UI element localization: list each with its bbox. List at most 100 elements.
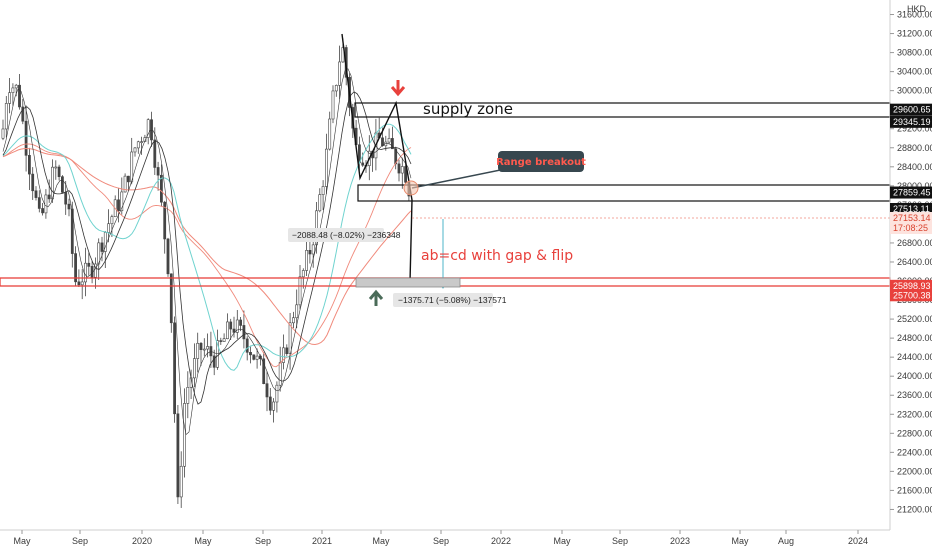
candle-body-51: [169, 273, 173, 324]
candle-body-4: [14, 84, 18, 89]
candle-body-59: [196, 342, 200, 359]
candle-body-46: [153, 139, 157, 168]
candle-body-69: [229, 321, 233, 330]
abcd-label: ab=cd with gap & flip: [421, 248, 573, 264]
candle-body-73: [242, 325, 246, 340]
candle-body-93: [308, 250, 312, 255]
price-tag-4: 25898.93: [893, 281, 931, 291]
arrow-down-icon: [390, 80, 406, 97]
candle-body-50: [166, 238, 170, 275]
last-price-tag: 27153.14: [893, 213, 931, 223]
candle-body-44: [146, 119, 150, 138]
y-tick-label-18: 28000.00: [897, 181, 932, 191]
candle-body-72: [239, 319, 243, 326]
breakout-circle[interactable]: [403, 180, 419, 196]
candle-body-121: [400, 166, 404, 174]
candle-body-0: [1, 128, 5, 139]
candle-body-82: [272, 401, 276, 411]
price-tag-bg-1: [890, 115, 932, 128]
candle-body-54: [179, 465, 183, 498]
candle-body-89: [295, 304, 299, 319]
y-tick-label-27: 31600.00: [897, 10, 932, 20]
candle-body-33: [110, 216, 114, 225]
candle-body-12: [41, 208, 45, 214]
candle-body-6: [21, 106, 25, 122]
x-tick-label-6: May: [372, 536, 390, 546]
y-tick-label-11: 25200.00: [897, 314, 932, 324]
price-tag-bg-0: [890, 103, 932, 116]
measure-gap-box: [355, 277, 461, 288]
candle-body-76: [252, 354, 256, 360]
candle-body-98: [324, 148, 328, 187]
candle-body-45: [150, 119, 153, 141]
last-price-tag-bg: [890, 212, 932, 234]
candle-body-2: [8, 92, 12, 104]
candle-body-62: [206, 346, 210, 350]
candle-body-17: [57, 166, 61, 177]
y-tick-label-25: 30800.00: [897, 48, 932, 58]
x-tick-label-3: May: [194, 536, 212, 546]
candle-body-56: [186, 387, 190, 404]
x-axis-ticks: May Sep 2020 May Sep 2021 May Sep 2022 May Sep 2023…: [13, 530, 868, 546]
candle-body-13: [44, 194, 48, 214]
x-tick-label-4: Sep: [255, 536, 271, 546]
measure-1-label: −2088.48 (−8.02%) −236348: [292, 230, 401, 240]
y-tick-label-4: 22400.00: [897, 447, 932, 457]
candle-body-26: [87, 262, 91, 267]
candle-body-16: [54, 166, 58, 169]
x-tick-label-0: May: [13, 536, 31, 546]
candle-body-55: [183, 403, 186, 467]
supply-zone-label: supply zone: [423, 100, 513, 118]
candle-body-75: [249, 352, 252, 356]
candle-body-87: [288, 322, 292, 354]
candle-body-86: [285, 347, 289, 354]
candle-body-52: [173, 322, 177, 415]
candle-body-109: [361, 162, 365, 166]
y-tick-label-24: 30400.00: [897, 67, 932, 77]
range-breakout-bubble[interactable]: [498, 151, 584, 172]
candle-body-3: [11, 87, 15, 93]
price-tag-bg-5: [890, 289, 932, 302]
candle-body-83: [275, 384, 279, 403]
x-tick-label-9: May: [553, 536, 571, 546]
candle-body-80: [265, 383, 269, 398]
x-tick-label-5: 2021: [312, 536, 332, 546]
candle-body-99: [328, 118, 332, 150]
candle-body-64: [212, 355, 216, 368]
breakout-callout-line: [411, 167, 511, 189]
candle-body-122: [404, 166, 408, 183]
candle-body-85: [282, 347, 285, 363]
last-price-countdown: 17:08:25: [893, 223, 928, 233]
candle-body-102: [338, 61, 342, 86]
candle-body-84: [278, 362, 282, 386]
candle-body-47: [156, 167, 160, 176]
price-tag-0: 29600.65: [893, 105, 931, 115]
x-tick-label-7: Sep: [433, 536, 449, 546]
x-tick-label-1: Sep: [72, 536, 88, 546]
y-tick-label-23: 30000.00: [897, 86, 932, 96]
ma-fast-black: [2, 91, 412, 405]
y-tick-label-15: 26800.00: [897, 238, 932, 248]
candle-body-70: [232, 328, 236, 333]
candle-body-42: [140, 141, 144, 143]
candle-body-10: [34, 190, 38, 198]
candle-body-29: [97, 242, 101, 265]
candle-body-90: [298, 276, 302, 306]
candle-body-117: [387, 138, 391, 143]
candle-body-77: [255, 355, 259, 360]
candle-body-120: [397, 163, 401, 174]
y-tick-label-6: 23200.00: [897, 409, 932, 419]
candle-body-118: [390, 138, 394, 150]
candle-body-74: [245, 338, 249, 353]
x-tick-label-10: Sep: [612, 536, 628, 546]
abcd-pattern-lines[interactable]: [341, 33, 413, 283]
candle-body-14: [47, 194, 51, 200]
candle-body-79: [262, 358, 266, 384]
candle-body-81: [268, 396, 272, 411]
arrow-up-icon: [368, 289, 384, 306]
x-tick-label-12: May: [731, 536, 749, 546]
measure-1-label-bg: [288, 228, 384, 242]
candle-body-18: [60, 176, 64, 193]
